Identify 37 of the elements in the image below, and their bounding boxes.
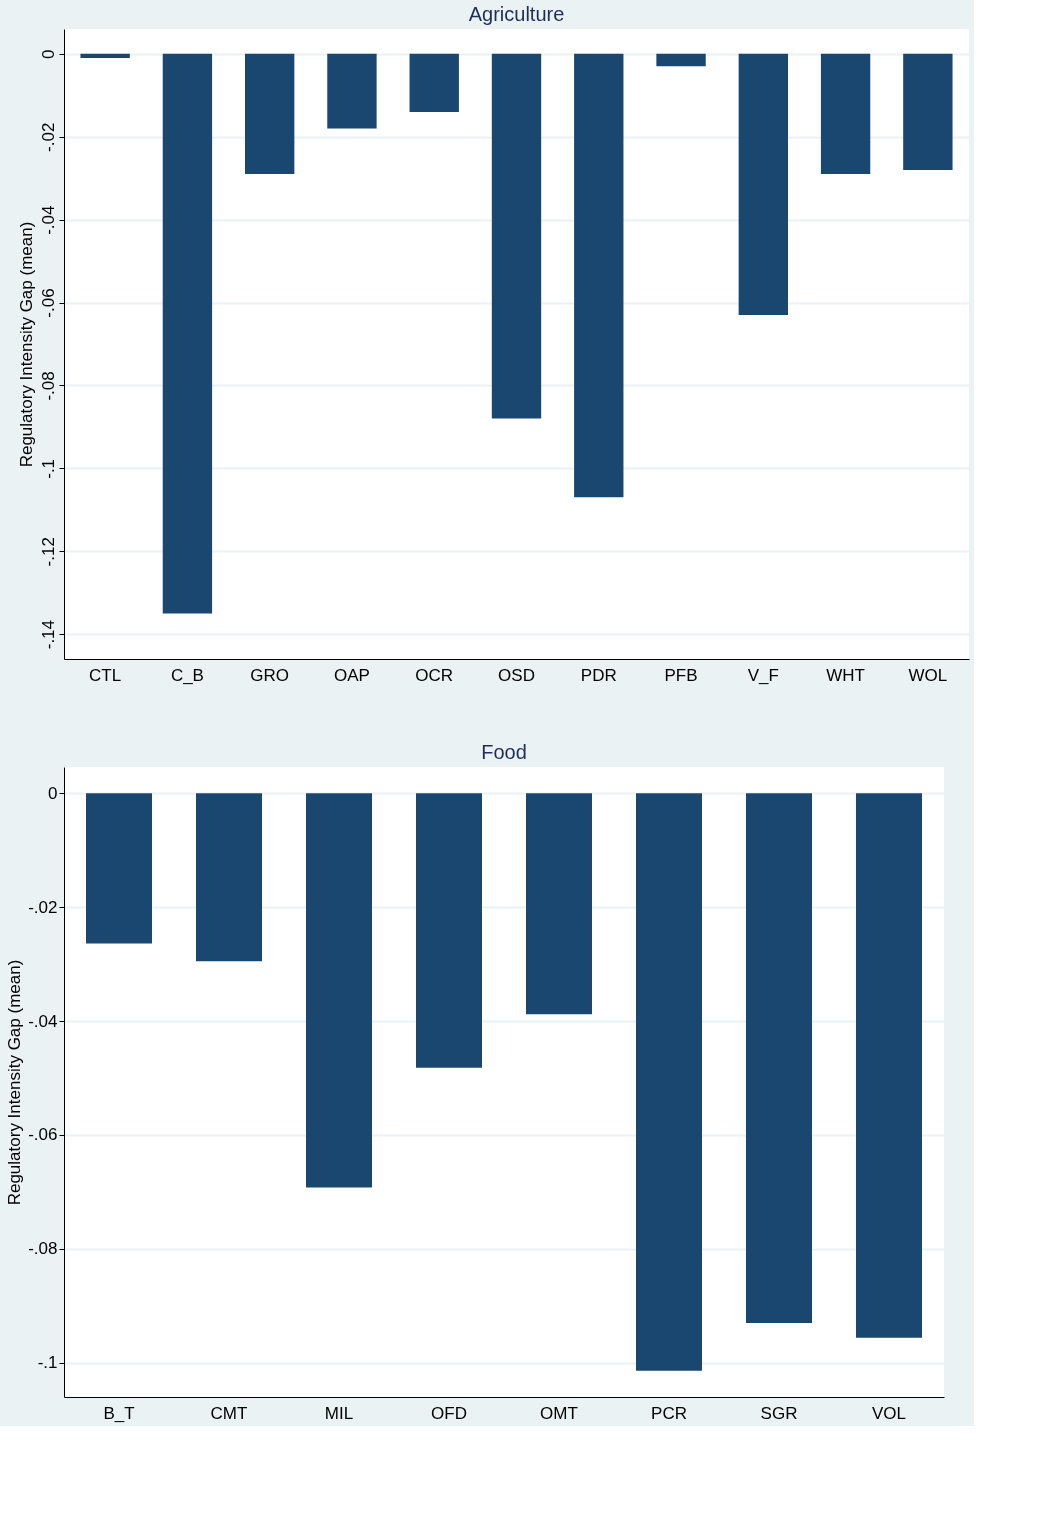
y-tick-label: -.02: [28, 897, 58, 917]
x-tick-label: PCR: [651, 1403, 687, 1423]
chart-title: Agriculture: [468, 3, 565, 25]
x-tick-label: C_B: [170, 665, 204, 685]
x-tick-label: PDR: [580, 665, 617, 685]
x-tick-label: OCR: [415, 665, 454, 685]
chart-title: Food: [481, 741, 527, 763]
x-tick-label: OSD: [498, 665, 535, 685]
x-tick-label: WOL: [908, 665, 948, 685]
x-tick-label: CTL: [89, 665, 122, 685]
x-tick-label: V_F: [747, 665, 779, 685]
x-tick-label: SGR: [760, 1403, 798, 1423]
y-tick-label: -.1: [38, 458, 58, 479]
y-tick-label: -.12: [38, 537, 58, 567]
y-axis-title: Regulatory Intensity Gap (mean): [16, 221, 36, 468]
y-tick-label: -.08: [38, 371, 58, 401]
y-tick-label: -.06: [28, 1125, 58, 1145]
x-tick-label: B_T: [103, 1403, 135, 1423]
y-tick-label: 0: [48, 783, 58, 803]
y-tick-label: -.08: [28, 1239, 58, 1259]
x-tick-label: OAP: [334, 665, 370, 685]
y-tick-label: -.02: [38, 122, 58, 152]
y-tick-label: -.06: [38, 288, 58, 318]
y-axis-title: Regulatory Intensity Gap (mean): [5, 959, 25, 1206]
y-tick-label: -.1: [37, 1353, 58, 1373]
x-tick-label: MIL: [324, 1403, 354, 1423]
x-tick-label: OFD: [431, 1403, 467, 1423]
x-tick-label: CMT: [210, 1403, 248, 1423]
x-tick-label: PFB: [664, 665, 698, 685]
x-tick-label: OMT: [540, 1403, 578, 1423]
y-tick-label: -.14: [38, 619, 58, 650]
y-tick-label: 0: [38, 49, 58, 60]
x-tick-label: GRO: [250, 665, 290, 685]
x-tick-label: VOL: [871, 1403, 907, 1423]
y-tick-label: -.04: [38, 205, 58, 235]
x-tick-label: WHT: [826, 665, 865, 685]
y-tick-label: -.04: [28, 1011, 58, 1031]
